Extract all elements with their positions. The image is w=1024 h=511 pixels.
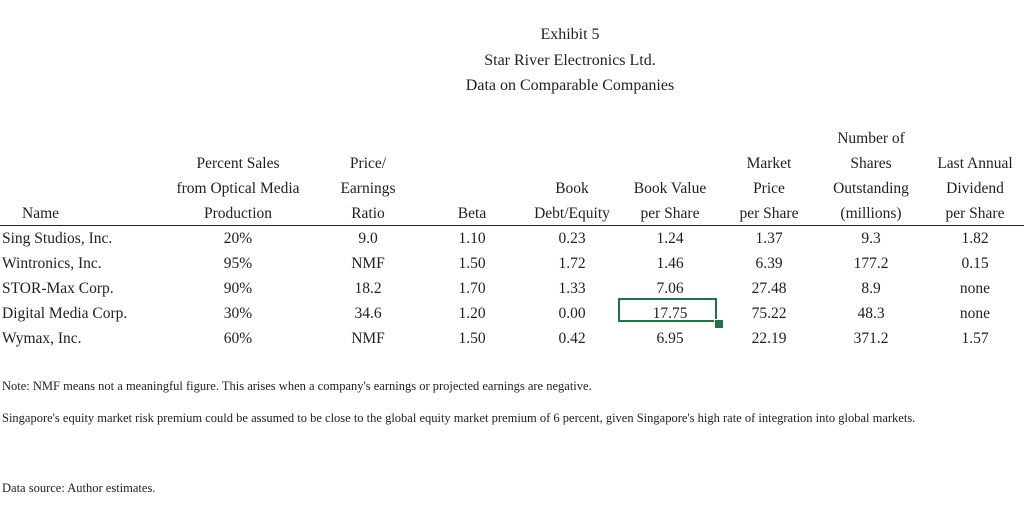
data-cell[interactable]: 75.22	[751, 305, 787, 322]
company-name-cell[interactable]: Wintronics, Inc.	[2, 255, 102, 272]
exhibit-subtitle: Data on Comparable Companies	[465, 77, 675, 94]
nmf-note: Note: NMF means not a meaningful figure.…	[2, 379, 592, 393]
data-cell[interactable]: 1.24	[656, 230, 684, 247]
header-cell[interactable]: Debt/Equity	[534, 205, 610, 222]
header-divider-line	[0, 225, 1024, 226]
header-cell[interactable]: Last Annual	[937, 155, 1013, 172]
comparable-companies-table: Number of Percent Sales Price/ Market Sh…	[0, 126, 1024, 351]
company-name-cell[interactable]: Wymax, Inc.	[2, 330, 82, 347]
data-cell[interactable]: NMF	[351, 330, 385, 347]
header-cell[interactable]: Number of	[837, 130, 905, 147]
exhibit-number: Exhibit 5	[540, 26, 600, 43]
data-cell[interactable]: 18.2	[354, 280, 382, 297]
data-cell[interactable]: 30%	[223, 305, 253, 322]
data-cell[interactable]: 22.19	[751, 330, 787, 347]
data-cell[interactable]: 9.3	[861, 230, 881, 247]
header-cell[interactable]: per Share	[640, 205, 700, 222]
data-cell[interactable]: 0.23	[558, 230, 586, 247]
header-cell[interactable]: Book	[555, 180, 589, 197]
data-cell[interactable]: none	[959, 305, 991, 322]
company-name-cell[interactable]: Sing Studios, Inc.	[2, 230, 113, 247]
data-cell[interactable]: 95%	[223, 255, 253, 272]
data-cell[interactable]: 9.0	[358, 230, 378, 247]
data-cell[interactable]: 60%	[223, 330, 253, 347]
header-cell[interactable]: per Share	[739, 205, 799, 222]
header-row-3: from Optical Media Earnings Book Book Va…	[0, 176, 1024, 201]
data-cell[interactable]: none	[959, 280, 991, 297]
header-cell[interactable]: Shares	[850, 155, 892, 172]
table-row: Sing Studios, Inc. 20% 9.0 1.10 0.23 1.2…	[0, 226, 1024, 251]
header-cell[interactable]: per Share	[945, 205, 1005, 222]
fill-handle[interactable]	[714, 319, 724, 329]
data-cell[interactable]: 90%	[223, 280, 253, 297]
table-row: Wintronics, Inc. 95% NMF 1.50 1.72 1.46 …	[0, 251, 1024, 276]
data-cell[interactable]: 177.2	[853, 255, 889, 272]
data-cell[interactable]: 0.00	[558, 305, 586, 322]
data-source-note: Data source: Author estimates.	[2, 481, 156, 495]
table-row: STOR-Max Corp. 90% 18.2 1.70 1.33 7.06 2…	[0, 276, 1024, 301]
data-cell[interactable]: 8.9	[861, 280, 881, 297]
cell-selection-border[interactable]	[618, 298, 717, 322]
data-cell[interactable]: 1.82	[961, 230, 989, 247]
data-cell[interactable]: 27.48	[751, 280, 787, 297]
data-cell[interactable]: 371.2	[853, 330, 889, 347]
header-cell[interactable]: from Optical Media	[176, 180, 300, 197]
data-cell[interactable]: 6.39	[755, 255, 783, 272]
header-cell[interactable]: Production	[203, 205, 273, 222]
header-cell[interactable]: (millions)	[840, 205, 902, 222]
header-cell[interactable]: Percent Sales	[196, 155, 280, 172]
company-name: Star River Electronics Ltd.	[484, 51, 656, 69]
data-cell[interactable]: NMF	[351, 255, 385, 272]
header-cell[interactable]: Earnings	[340, 180, 396, 197]
data-cell[interactable]: 7.06	[656, 280, 684, 297]
header-cell[interactable]: Outstanding	[833, 180, 909, 197]
data-cell[interactable]: 1.46	[656, 255, 684, 272]
selected-data-cell[interactable]: 17.75	[652, 305, 688, 322]
header-cell[interactable]: Dividend	[946, 180, 1004, 197]
data-cell[interactable]: 0.42	[558, 330, 586, 347]
data-cell[interactable]: 1.33	[558, 280, 586, 297]
table-row: Wymax, Inc. 60% NMF 1.50 0.42 6.95 22.19…	[0, 326, 1024, 351]
header-row-1: Number of	[0, 126, 1024, 151]
table-row: Digital Media Corp. 30% 34.6 1.20 0.00 1…	[0, 301, 1024, 326]
data-cell[interactable]: 1.20	[458, 305, 486, 322]
data-cell[interactable]: 1.70	[458, 280, 486, 297]
data-cell[interactable]: 1.57	[961, 330, 989, 347]
header-cell[interactable]: Ratio	[351, 205, 385, 222]
company-name-cell[interactable]: STOR-Max Corp.	[2, 280, 114, 297]
data-cell[interactable]: 1.72	[558, 255, 586, 272]
header-cell[interactable]: Price/	[349, 155, 387, 172]
header-row-4: Name Production Ratio Beta Debt/Equity p…	[0, 201, 1024, 226]
header-row-2: Percent Sales Price/ Market Shares Last …	[0, 151, 1024, 176]
company-name-cell[interactable]: Digital Media Corp.	[2, 305, 128, 322]
data-cell[interactable]: 1.37	[755, 230, 783, 247]
data-cell[interactable]: 34.6	[354, 305, 382, 322]
exhibit-title-block: Exhibit 5 Star River Electronics Ltd. Da…	[0, 22, 1024, 99]
data-cell[interactable]: 0.15	[961, 255, 989, 272]
data-cell[interactable]: 1.50	[458, 330, 486, 347]
data-cell[interactable]: 20%	[223, 230, 253, 247]
header-cell[interactable]: Price	[753, 180, 785, 197]
data-cell[interactable]: 1.10	[458, 230, 486, 247]
data-cell[interactable]: 1.50	[458, 255, 486, 272]
header-cell[interactable]: Book Value	[633, 180, 707, 197]
risk-premium-note: Singapore's equity market risk premium c…	[2, 411, 916, 425]
header-cell[interactable]: Market	[746, 155, 792, 172]
header-cell[interactable]: Beta	[457, 205, 487, 222]
data-cell[interactable]: 6.95	[656, 330, 684, 347]
data-cell[interactable]: 48.3	[857, 305, 885, 322]
header-cell-name[interactable]: Name	[22, 205, 60, 222]
